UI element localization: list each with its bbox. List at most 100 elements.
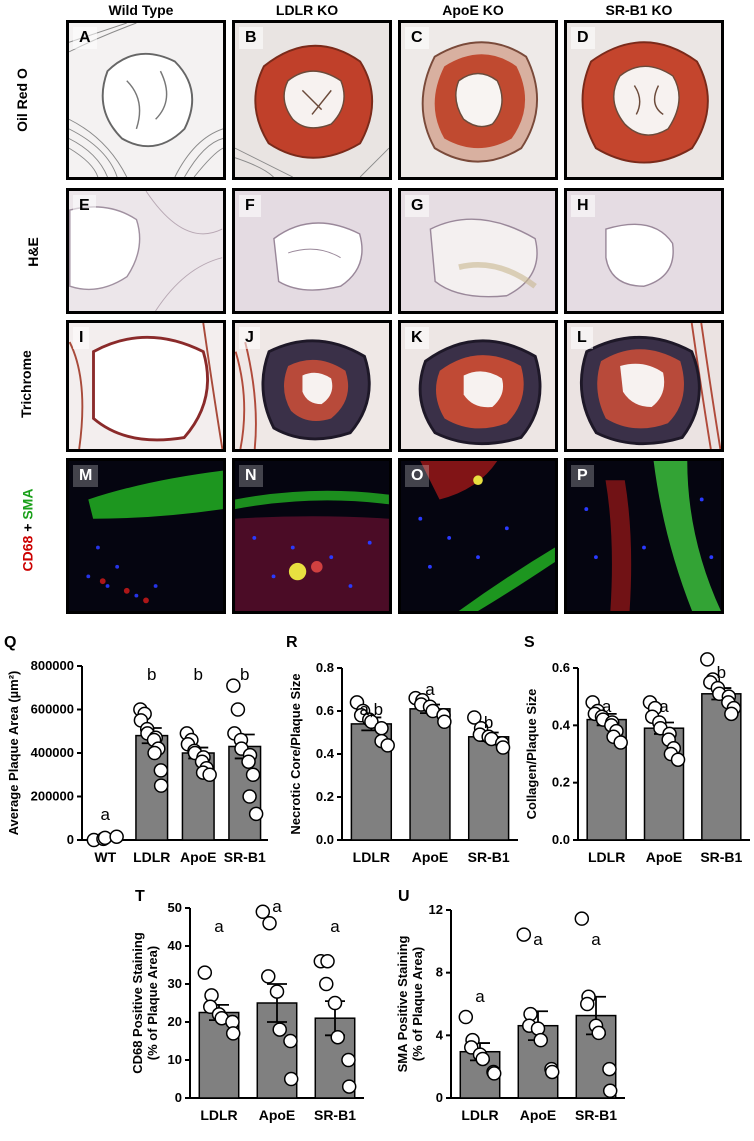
chart-letter-r: R [286,634,298,651]
data-point [544,1064,560,1080]
y-tick-label: 12 [429,902,443,917]
y-tick-label: 400000 [31,745,74,760]
y-axis-label: Average Plaque Area (µm²) [6,671,21,836]
panel-letter: I [73,327,90,349]
panel-letter: A [73,27,97,49]
significance-letter: b [484,713,493,732]
chart-u: 0 4 8 12 SMA Positive Staining (% of Plaque A… [395,902,625,1123]
he-ldlr-image [273,222,363,291]
data-point [225,1026,241,1041]
y-tick-label: 0.2 [316,789,334,804]
y-axis-label: Collagen/Plaque Size [524,689,539,820]
data-point [242,789,257,804]
column-header-wild-type: Wild Type [108,2,174,18]
significance-letter: a [214,917,224,936]
data-point [475,1051,490,1067]
significance-letter: b [194,665,203,684]
data-point [437,714,452,729]
x-tick-label: SR-B1 [468,849,510,865]
significance-letter: a [602,697,612,716]
data-point [147,745,162,761]
he-srb1-image [605,223,674,287]
panel-letter: H [571,195,595,217]
bar-apoe [409,708,451,841]
panel-letter: G [405,195,430,217]
y-tick-label: 0.0 [316,832,334,847]
significance-letter: a,b [360,700,384,719]
micrograph-panel-o: O [398,458,558,614]
y-tick-label: 0 [436,1090,443,1105]
data-point [533,1032,548,1048]
significance-letter: a [272,897,282,916]
y-axis-label: CD68 Positive Staining [130,932,145,1074]
y-tick-label: 0.0 [552,832,570,847]
row-label-oil-red-o: Oil Red O [13,68,30,132]
x-tick-label: LDLR [133,849,170,865]
data-point [272,1022,287,1037]
fluor-srb1-image [584,461,721,611]
data-point [700,652,715,667]
data-point [327,995,343,1011]
y-tick-label: 20 [168,1014,182,1029]
chart-letter-s: S [524,634,535,651]
panel-letter: N [239,465,263,487]
data-point [261,969,276,984]
y-tick-label: 0 [67,832,74,847]
y-tick-label: 30 [168,976,182,991]
micrograph-panel-f: F [232,188,392,314]
y-axis-label: (% of Plaque Area) [145,946,160,1060]
data-point [364,714,379,729]
significance-letter: b [147,665,156,684]
trichrome-wild-type-image [69,323,223,449]
panel-letter: E [73,195,96,217]
micrograph-panel-h: H [564,188,724,314]
column-header-apoe-ko: ApoE KO [442,2,504,18]
data-point [262,915,277,931]
row-label-cd68-sma: CD68 + SMA [19,489,35,572]
micrograph-panel-i: I [66,320,226,452]
x-tick-label: SR-B1 [314,1107,356,1123]
x-tick-label: LDLR [588,849,625,865]
data-point [467,710,482,725]
data-point [245,767,261,782]
oil-red-ldlr-image [235,44,389,177]
panel-letter: J [239,327,260,349]
x-tick-label: ApoE [259,1107,296,1123]
chart-letter-q: Q [4,634,17,651]
chart-letter-u: U [398,888,410,905]
panel-letter: P [571,465,594,487]
data-point [153,763,169,778]
x-tick-label: LDLR [200,1107,237,1123]
y-tick-label: 0.4 [552,717,571,732]
significance-letter: b [717,663,726,682]
x-tick-label: SR-B1 [224,849,266,865]
data-point [458,1009,474,1025]
data-point [516,927,532,942]
significance-letter: a [591,930,601,949]
significance-letter: a [475,987,485,1006]
column-header-srb1-ko: SR-B1 KO [605,2,673,18]
data-point [248,806,264,822]
y-axis-label: Necrotic Core/Plaque Size [288,673,303,834]
chart-q: 0 200000 400000 600000 800000 Average Plaque … [6,658,268,865]
panel-letter: D [571,27,595,49]
column-header-ldlr-ko: LDLR KO [275,2,339,18]
data-point [241,754,256,769]
micrograph-panel-j: J [232,320,392,452]
data-point [591,1025,606,1041]
data-point [269,984,285,999]
significance-letter: a [101,805,111,824]
panel-letter: L [571,327,593,349]
row-label-trichrome: Trichrome [17,350,34,418]
data-point [724,706,739,722]
data-point [670,752,686,767]
data-point [319,976,334,992]
x-tick-label: WT [94,849,116,865]
y-tick-label: 200000 [31,789,74,804]
panel-letter: M [73,465,99,487]
data-point [109,829,124,844]
data-point [202,767,217,782]
x-tick-label: SR-B1 [700,849,742,865]
oil-red-wild-type-image [69,23,223,177]
micrograph-panel-k: K [398,320,558,452]
